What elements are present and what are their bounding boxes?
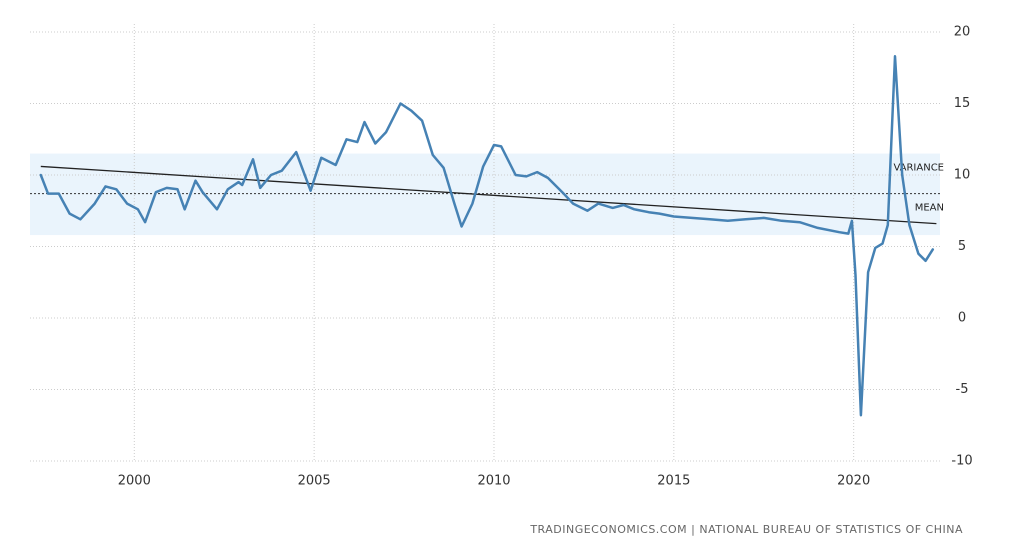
y-tick-label: 20	[954, 25, 971, 40]
x-tick-label: 2010	[477, 474, 510, 489]
y-tick-label: 0	[958, 311, 966, 326]
y-tick-label: -5	[956, 382, 969, 397]
series-line	[39, 55, 935, 417]
y-tick-label: -10	[951, 454, 972, 469]
mark-layer: VARIANCE MEAN	[30, 55, 944, 417]
x-tick-label: 2015	[657, 474, 690, 489]
x-tick-label: 2020	[837, 474, 870, 489]
y-tick-label: 5	[958, 239, 966, 254]
annotation: VARIANCE	[893, 163, 944, 174]
x-tick-label: 2005	[298, 474, 331, 489]
y-tick-label: 15	[954, 96, 971, 111]
trend-line	[40, 165, 937, 225]
annotation: MEAN	[915, 203, 944, 214]
x-tick-label: 2000	[118, 474, 151, 489]
source: TRADINGECONOMICS.COM | NATIONAL BUREAU O…	[529, 523, 963, 536]
y-tick-label: 10	[954, 168, 971, 183]
